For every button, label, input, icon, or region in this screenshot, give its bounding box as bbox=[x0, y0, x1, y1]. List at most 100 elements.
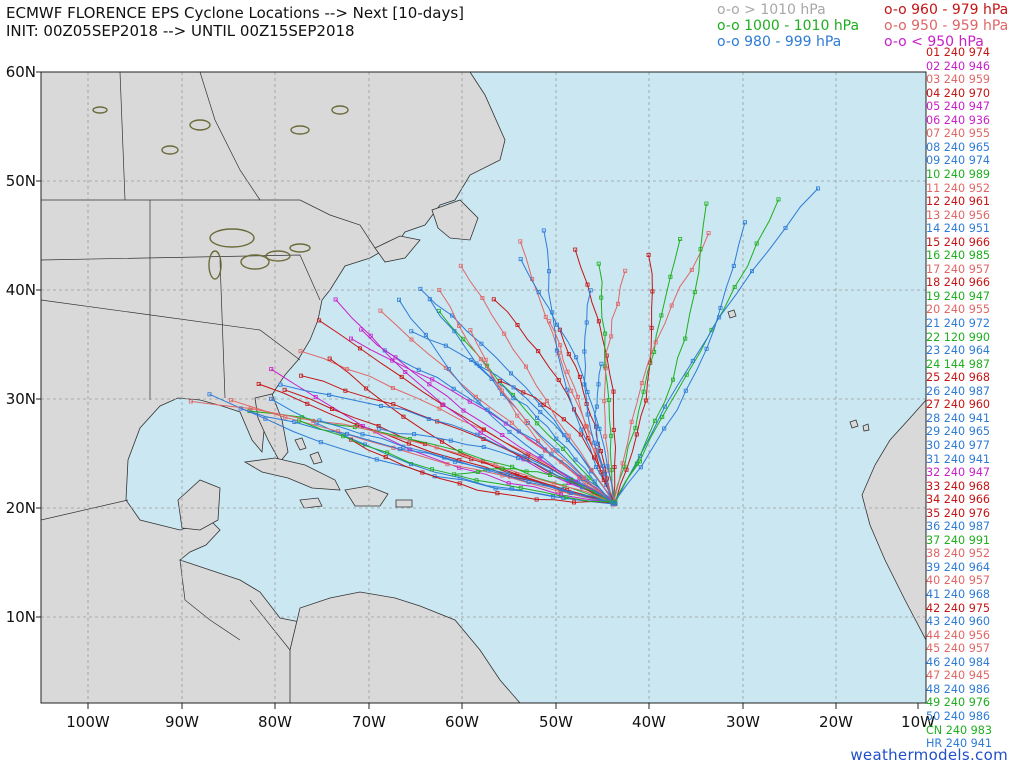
track-point bbox=[458, 263, 463, 268]
ensemble-track bbox=[612, 238, 681, 503]
track-point bbox=[359, 327, 364, 332]
lon-label-60w: 60W bbox=[445, 713, 479, 731]
track-point bbox=[448, 438, 453, 443]
track-point bbox=[396, 297, 401, 302]
track-point bbox=[385, 450, 390, 455]
ensemble-track bbox=[559, 329, 614, 504]
track-point bbox=[473, 394, 478, 399]
ensemble-track bbox=[460, 265, 614, 504]
map-frame bbox=[40, 71, 927, 704]
member-entry: 05 240 947 bbox=[926, 100, 991, 114]
member-entry: 44 240 956 bbox=[926, 628, 991, 642]
track-point bbox=[345, 367, 350, 372]
track-point bbox=[476, 399, 481, 404]
track-point bbox=[564, 495, 569, 500]
track-point bbox=[449, 313, 454, 318]
track-point bbox=[327, 392, 332, 397]
member-entry: 31 240 941 bbox=[926, 452, 991, 466]
track-point bbox=[649, 325, 654, 330]
track-point bbox=[599, 449, 604, 454]
track-point bbox=[399, 374, 404, 379]
member-entry: 24 144 987 bbox=[926, 357, 991, 371]
track-point bbox=[549, 452, 554, 457]
track-point bbox=[588, 288, 593, 293]
track-point bbox=[372, 429, 377, 434]
track-point bbox=[364, 386, 369, 391]
track-point bbox=[343, 388, 348, 393]
member-entry: CN 240 983 bbox=[926, 723, 992, 737]
site-credit[interactable]: weathermodels.com bbox=[850, 746, 1008, 764]
track-point bbox=[207, 392, 212, 397]
member-entry: 37 240 991 bbox=[926, 533, 991, 547]
track-point bbox=[704, 201, 709, 206]
track-point bbox=[491, 297, 496, 302]
track-point bbox=[562, 433, 567, 438]
track-point bbox=[248, 406, 253, 411]
track-point bbox=[620, 461, 625, 466]
track-point bbox=[609, 433, 614, 438]
lat-label-60n: 60N bbox=[6, 63, 36, 81]
member-entry: 38 240 952 bbox=[926, 547, 991, 561]
track-point bbox=[750, 269, 755, 274]
track-point bbox=[457, 481, 462, 486]
member-entry: 08 240 965 bbox=[926, 140, 991, 154]
track-point bbox=[587, 475, 592, 480]
member-entry: 07 240 955 bbox=[926, 127, 991, 141]
track-point bbox=[565, 438, 570, 443]
track-point bbox=[452, 329, 457, 334]
track-point bbox=[633, 426, 638, 431]
track-point bbox=[582, 382, 587, 387]
member-entry: 09 240 974 bbox=[926, 154, 991, 168]
member-entry: 10 240 989 bbox=[926, 167, 991, 181]
track-point bbox=[526, 480, 531, 485]
track-point bbox=[406, 441, 411, 446]
track-point bbox=[639, 381, 644, 386]
member-entry: 18 240 966 bbox=[926, 276, 991, 290]
track-point bbox=[754, 241, 759, 246]
track-point bbox=[599, 295, 604, 300]
track-point bbox=[638, 465, 643, 470]
track-point bbox=[467, 399, 472, 404]
ensemble-track bbox=[335, 299, 613, 503]
track-point bbox=[524, 364, 529, 369]
track-point bbox=[348, 336, 353, 341]
track-point bbox=[743, 220, 748, 225]
ensemble-track bbox=[298, 420, 615, 503]
track-point bbox=[269, 367, 274, 372]
ensemble-track bbox=[613, 222, 746, 503]
member-entry: 23 240 964 bbox=[926, 344, 991, 358]
lon-label-90w: 90W bbox=[165, 713, 199, 731]
track-point bbox=[537, 456, 542, 461]
track-point bbox=[298, 349, 303, 354]
ensemble-track bbox=[614, 188, 819, 504]
track-point bbox=[692, 290, 697, 295]
track-point bbox=[518, 257, 523, 262]
track-point bbox=[305, 401, 310, 406]
track-point bbox=[478, 357, 483, 362]
track-point bbox=[558, 343, 563, 348]
track-point bbox=[624, 467, 629, 472]
track-point bbox=[390, 385, 395, 390]
ensemble-track bbox=[190, 400, 614, 504]
track-point bbox=[574, 355, 579, 360]
track-point bbox=[278, 382, 283, 387]
track-point bbox=[566, 433, 571, 438]
track-point bbox=[497, 378, 502, 383]
lat-label-40n: 40N bbox=[6, 281, 36, 299]
track-point bbox=[317, 318, 322, 323]
member-entry: 41 240 968 bbox=[926, 588, 991, 601]
track-point bbox=[360, 423, 365, 428]
track-point bbox=[579, 427, 584, 432]
track-point bbox=[500, 473, 505, 478]
member-entry: 35 240 976 bbox=[926, 506, 991, 520]
track-point bbox=[596, 441, 601, 446]
track-point bbox=[613, 501, 618, 506]
track-point bbox=[317, 418, 322, 423]
track-point bbox=[659, 313, 664, 318]
ensemble-track bbox=[280, 384, 616, 504]
lon-label-10w: 10W bbox=[901, 713, 935, 731]
track-point bbox=[555, 322, 560, 327]
track-point bbox=[547, 269, 552, 274]
member-entry: 43 240 960 bbox=[926, 615, 991, 629]
